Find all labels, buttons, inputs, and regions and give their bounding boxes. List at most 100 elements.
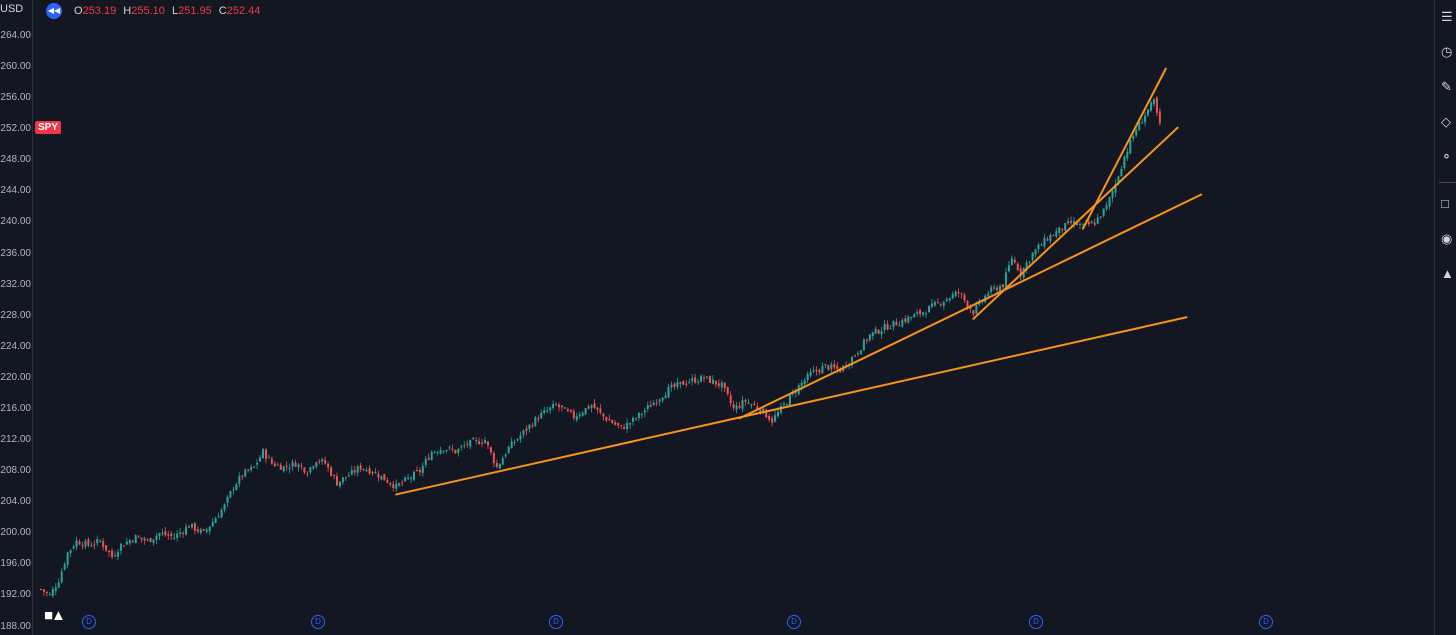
candle-body [48,594,51,596]
symbol-label[interactable]: USD [0,3,24,15]
candle-body [1120,168,1123,177]
candle-body [880,331,883,335]
dividend-marker[interactable]: D [549,615,563,629]
candle-body [155,535,158,540]
candle-body [854,355,856,357]
candle-body [649,405,652,407]
candle-body [960,293,963,295]
candle-body [572,411,575,419]
candle-body [226,496,229,503]
candle-body [259,457,262,462]
broadcast-icon[interactable]: ◉ [1441,231,1453,246]
candle-body [901,320,904,327]
candle-body [196,529,199,532]
candle-body [1111,190,1114,198]
candle-body [1114,183,1117,193]
candle-body [874,328,877,334]
candle-body [856,353,859,355]
candle-body [1046,238,1049,241]
price-axis-tick: 228.00 [0,309,31,321]
candle-body [501,458,504,465]
candle-body [318,460,321,463]
candle-body [889,328,892,330]
price-axis-tick: 216.00 [0,402,31,414]
candle-body [229,491,232,498]
candle-body [478,441,481,445]
candle-body [966,300,969,307]
candle-body [519,435,522,440]
watchlist-icon[interactable]: ☰ [1441,9,1453,24]
candle-body [235,484,238,490]
candle-body [913,314,916,318]
chat-icon[interactable]: □ [1441,196,1449,211]
candle-body [69,549,72,553]
price-axis-tick: 232.00 [0,278,31,290]
price-axis-tick: 188.00 [0,620,31,632]
candle-body [1076,222,1078,226]
candle-body [507,446,510,454]
candle-body [111,550,114,557]
candle-body [821,366,824,374]
chart-area[interactable] [33,0,1433,635]
dividend-marker[interactable]: D [787,615,801,629]
candle-body [697,381,700,383]
candle-body [193,523,196,531]
candle-body [1058,227,1061,233]
price-axis-tick: 252.00 [0,123,31,135]
dividend-marker[interactable]: D [1029,615,1043,629]
candle-body [664,395,667,399]
candle-body [430,451,433,460]
candle-body [732,404,735,409]
candle-body [1096,217,1099,224]
candle-body [928,305,930,313]
candle-body [57,582,60,588]
candle-body [723,382,726,389]
dividend-marker[interactable]: D [1259,615,1273,629]
candle-body [667,386,670,398]
candle-body [84,540,87,547]
candle-body [498,463,501,469]
candle-body [72,546,75,549]
candle-body [632,418,634,422]
high-label: H [123,5,132,17]
candle-body [368,468,371,474]
candle-body [1052,235,1055,237]
candle-body [626,422,629,430]
candle-body [344,477,347,479]
candle-body [566,409,569,411]
candle-body [563,407,566,409]
rewind-button[interactable]: ◀◀ [46,3,62,19]
layers-icon[interactable]: ◇ [1441,114,1451,129]
candle-body [774,415,777,422]
candle-body [116,552,119,557]
lightbulb-icon[interactable]: ⚬ [1441,149,1452,164]
candle-body [549,407,552,411]
alert-bell-icon[interactable]: ▲ [1441,266,1454,281]
price-axis-tick: 208.00 [0,465,31,477]
candle-body [288,467,291,469]
candle-body [374,472,377,474]
candle-body [297,464,300,468]
price-axis[interactable]: USD 264.00 260.00 256.00 252.00 248.00 244.00… [0,0,33,635]
candle-body [463,445,466,447]
candle-body [1158,111,1161,124]
candle-body [306,473,309,475]
candle-body [489,447,492,453]
clock-icon[interactable]: ◷ [1441,44,1453,59]
dividend-marker[interactable]: D [82,615,96,629]
candle-body [593,403,596,409]
dividend-marker[interactable]: D [311,615,325,629]
candle-body [347,475,350,477]
candle-body [954,291,957,296]
candle-body [415,469,418,471]
candle-body [569,409,572,412]
candle-body [362,469,365,471]
price-axis-tick: 248.00 [0,154,31,166]
candle-body [270,458,273,464]
add-note-icon[interactable]: ✎ [1441,79,1452,94]
high-value: 255.10 [131,5,165,17]
candle-body [629,423,632,425]
candle-body [350,469,353,475]
candle-body [679,381,682,385]
candle-body [859,350,862,355]
